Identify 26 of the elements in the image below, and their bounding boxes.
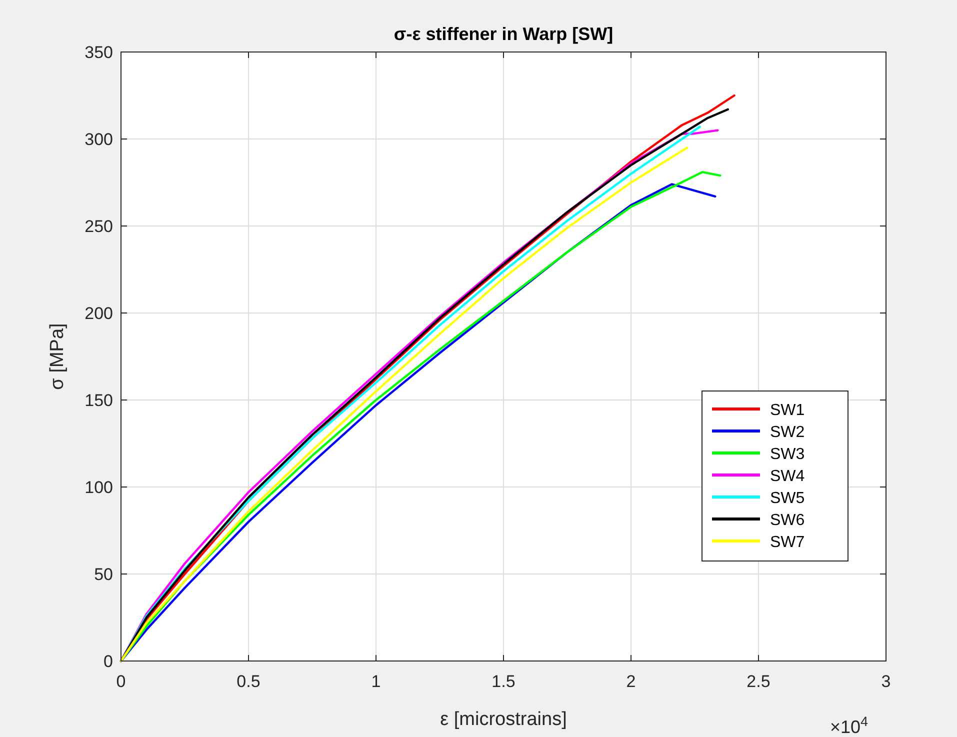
y-tick-label: 0 (104, 652, 113, 671)
legend-label: SW3 (770, 446, 805, 463)
y-tick-label: 200 (84, 304, 113, 323)
x-tick-label: 1 (371, 672, 381, 691)
legend-label: SW2 (770, 424, 805, 441)
y-tick-label: 250 (84, 217, 113, 236)
y-tick-label: 50 (94, 565, 113, 584)
x-tick-label: 0 (116, 672, 126, 691)
legend-label: SW7 (770, 534, 805, 551)
text: ×10$^{4}$ (830, 714, 869, 737)
y-tick-label: 350 (84, 43, 113, 62)
chart-title: σ-ε stiffener in Warp [SW] (394, 24, 614, 44)
y-tick-label: 150 (84, 391, 113, 410)
legend-label: SW5 (770, 490, 805, 507)
y-axis-title: σ [MPa] (47, 323, 68, 390)
legend-label: SW4 (770, 468, 805, 485)
legend-label: SW1 (770, 402, 805, 419)
x-tick-label: 0.5 (236, 672, 260, 691)
y-tick-label: 100 (84, 478, 113, 497)
x-axis-title: ε [microstrains] (440, 709, 567, 730)
x-tick-label: 2.5 (746, 672, 770, 691)
x-tick-label: 2 (626, 672, 636, 691)
y-tick-label: 300 (84, 130, 113, 149)
x-tick-label: 3 (881, 672, 891, 691)
x-tick-label: 1.5 (492, 672, 516, 691)
legend-label: SW6 (770, 512, 805, 529)
